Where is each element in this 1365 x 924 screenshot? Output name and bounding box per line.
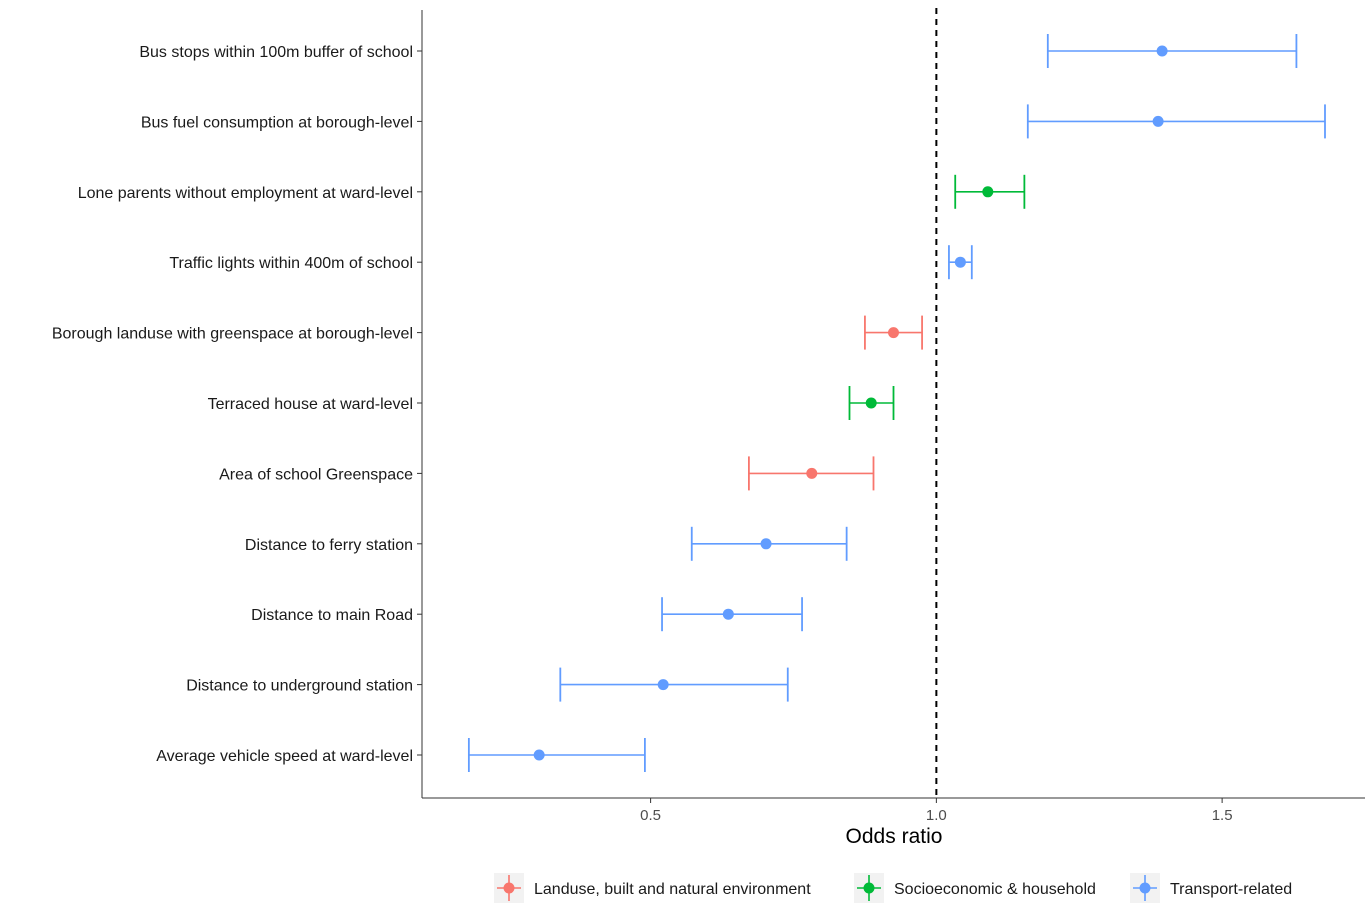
y-tick-label: Lone parents without employment at ward-… [78,185,413,202]
marks-layer [467,34,1326,772]
y-tick-label: Distance to underground station [186,678,413,695]
y-tick-label: Terraced house at ward-level [208,396,413,413]
legend-key-point [863,882,875,894]
x-tick-label: 0.5 [640,807,661,824]
y-tick-label: Traffic lights within 400m of school [169,255,413,272]
y-tick-label: Bus stops within 100m buffer of school [139,44,413,61]
y-tick-label: Borough landuse with greenspace at borou… [52,326,413,343]
x-tick-label: 1.0 [926,807,947,824]
estimate-point [1152,115,1164,127]
x-axis-title: Odds ratio [846,825,943,848]
estimate-point [865,397,877,409]
estimate-point [982,186,994,198]
estimate-point [888,327,899,339]
legend-label: Transport-related [1170,881,1292,898]
estimate-point [806,467,818,479]
y-tick-label: Distance to main Road [251,607,413,624]
y-tick-label: Area of school Greenspace [219,466,413,483]
estimate-point [657,679,669,691]
axes-layer: 0.5 1.0 1.5 [421,10,1365,824]
y-tick-label: Distance to ferry station [245,537,413,554]
y-tick-label: Average vehicle speed at ward-level [156,748,413,765]
estimate-point [760,538,772,550]
y-tick-label: Bus fuel consumption at borough-level [141,114,413,131]
estimate-point [1156,45,1168,57]
x-tick-label: 1.5 [1212,807,1233,824]
legend-key-point [1139,882,1151,894]
legend-key-point [503,882,515,894]
legend-label: Landuse, built and natural environment [534,881,811,898]
labels-layer: Bus stops within 100m buffer of school Bu… [52,44,422,765]
estimate-point [722,608,734,620]
estimate-point [954,256,966,268]
legend-label: Socioeconomic & household [894,881,1096,898]
estimate-point [533,749,545,761]
legend: Landuse, built and natural environment So… [494,873,1292,903]
